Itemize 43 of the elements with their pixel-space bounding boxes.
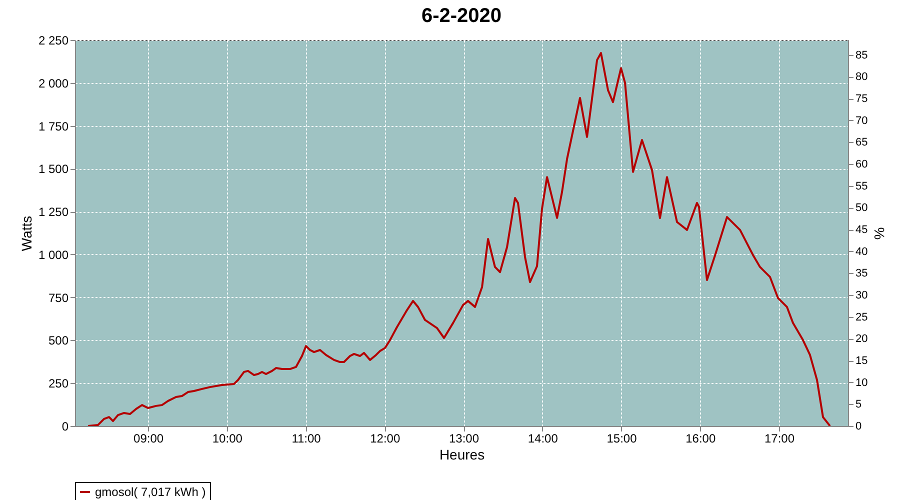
x-tick-label: 15:00 <box>606 432 638 446</box>
y2-tick-label: 65 <box>856 136 868 149</box>
y2-tick-label: 0 <box>856 420 862 432</box>
y2-axis-title: % <box>872 227 888 240</box>
x-tick-label: 11:00 <box>292 432 322 446</box>
y-tick-label: 750 <box>48 290 69 305</box>
x-tick-label: 10:00 <box>212 432 243 446</box>
x-tick-label: 09:00 <box>134 432 164 446</box>
y2-tick-label: 20 <box>856 333 868 346</box>
y2-tick-label: 15 <box>856 355 868 367</box>
y-tick-label: 1 000 <box>38 248 69 262</box>
y-tick-label: 1 250 <box>38 205 69 220</box>
y-tick-label: 250 <box>48 376 69 391</box>
y-tick-label: 0 <box>62 420 69 434</box>
y2-tick-label: 40 <box>856 246 868 258</box>
x-tick-label: 13:00 <box>448 432 480 446</box>
y-tick-label: 1 500 <box>38 162 69 176</box>
line-series <box>87 52 832 426</box>
y2-tick-label: 80 <box>856 71 868 84</box>
y2-tick-label: 5 <box>856 398 862 411</box>
y2-tick-label: 45 <box>856 224 868 236</box>
y-tick-label: 2 250 <box>38 34 69 48</box>
y2-tick-label: 35 <box>856 268 868 280</box>
y2-tick-label: 25 <box>856 311 868 324</box>
y-axis-title: Watts <box>18 216 34 252</box>
x-tick-label: 17:00 <box>764 432 795 446</box>
y-tick-label: 2 000 <box>38 76 69 90</box>
y-tick-label: 1 750 <box>38 119 69 134</box>
y2-tick-label: 10 <box>856 376 868 389</box>
chart-title: 6-2-2020 <box>421 5 502 27</box>
legend-label: gmosol( 7,017 kWh ) <box>95 485 206 499</box>
x-tick-label: 16:00 <box>686 432 716 446</box>
y2-tick-label: 30 <box>856 290 868 302</box>
y2-tick-label: 50 <box>856 202 868 214</box>
y-tick-label: 500 <box>48 334 69 348</box>
y2-tick-label: 70 <box>856 114 868 127</box>
y2-tick-label: 85 <box>856 49 868 62</box>
y2-tick-label: 60 <box>856 158 868 171</box>
x-axis-title: Heures <box>439 446 485 462</box>
y2-tick-label: 55 <box>856 180 868 192</box>
y2-tick-label: 75 <box>856 93 868 106</box>
x-tick-label: 14:00 <box>528 432 558 446</box>
x-tick-label: 12:00 <box>370 432 400 446</box>
